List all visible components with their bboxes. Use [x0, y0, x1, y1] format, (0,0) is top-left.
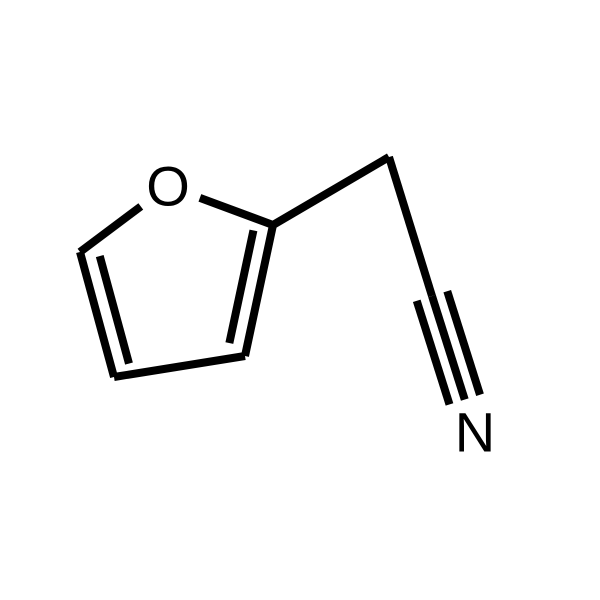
bond-line — [200, 198, 273, 225]
bond-layer — [80, 157, 480, 404]
o-atom-label: O — [146, 155, 190, 218]
bond-line — [432, 296, 465, 400]
bond-line — [447, 291, 480, 395]
molecule-diagram: ON — [0, 0, 600, 600]
bond-line — [417, 301, 450, 405]
bond-line — [389, 157, 432, 296]
bond-line — [114, 356, 245, 377]
n-atom-label: N — [455, 401, 495, 464]
bond-line — [80, 206, 141, 252]
bond-line — [273, 157, 389, 225]
bond-line — [80, 252, 114, 377]
